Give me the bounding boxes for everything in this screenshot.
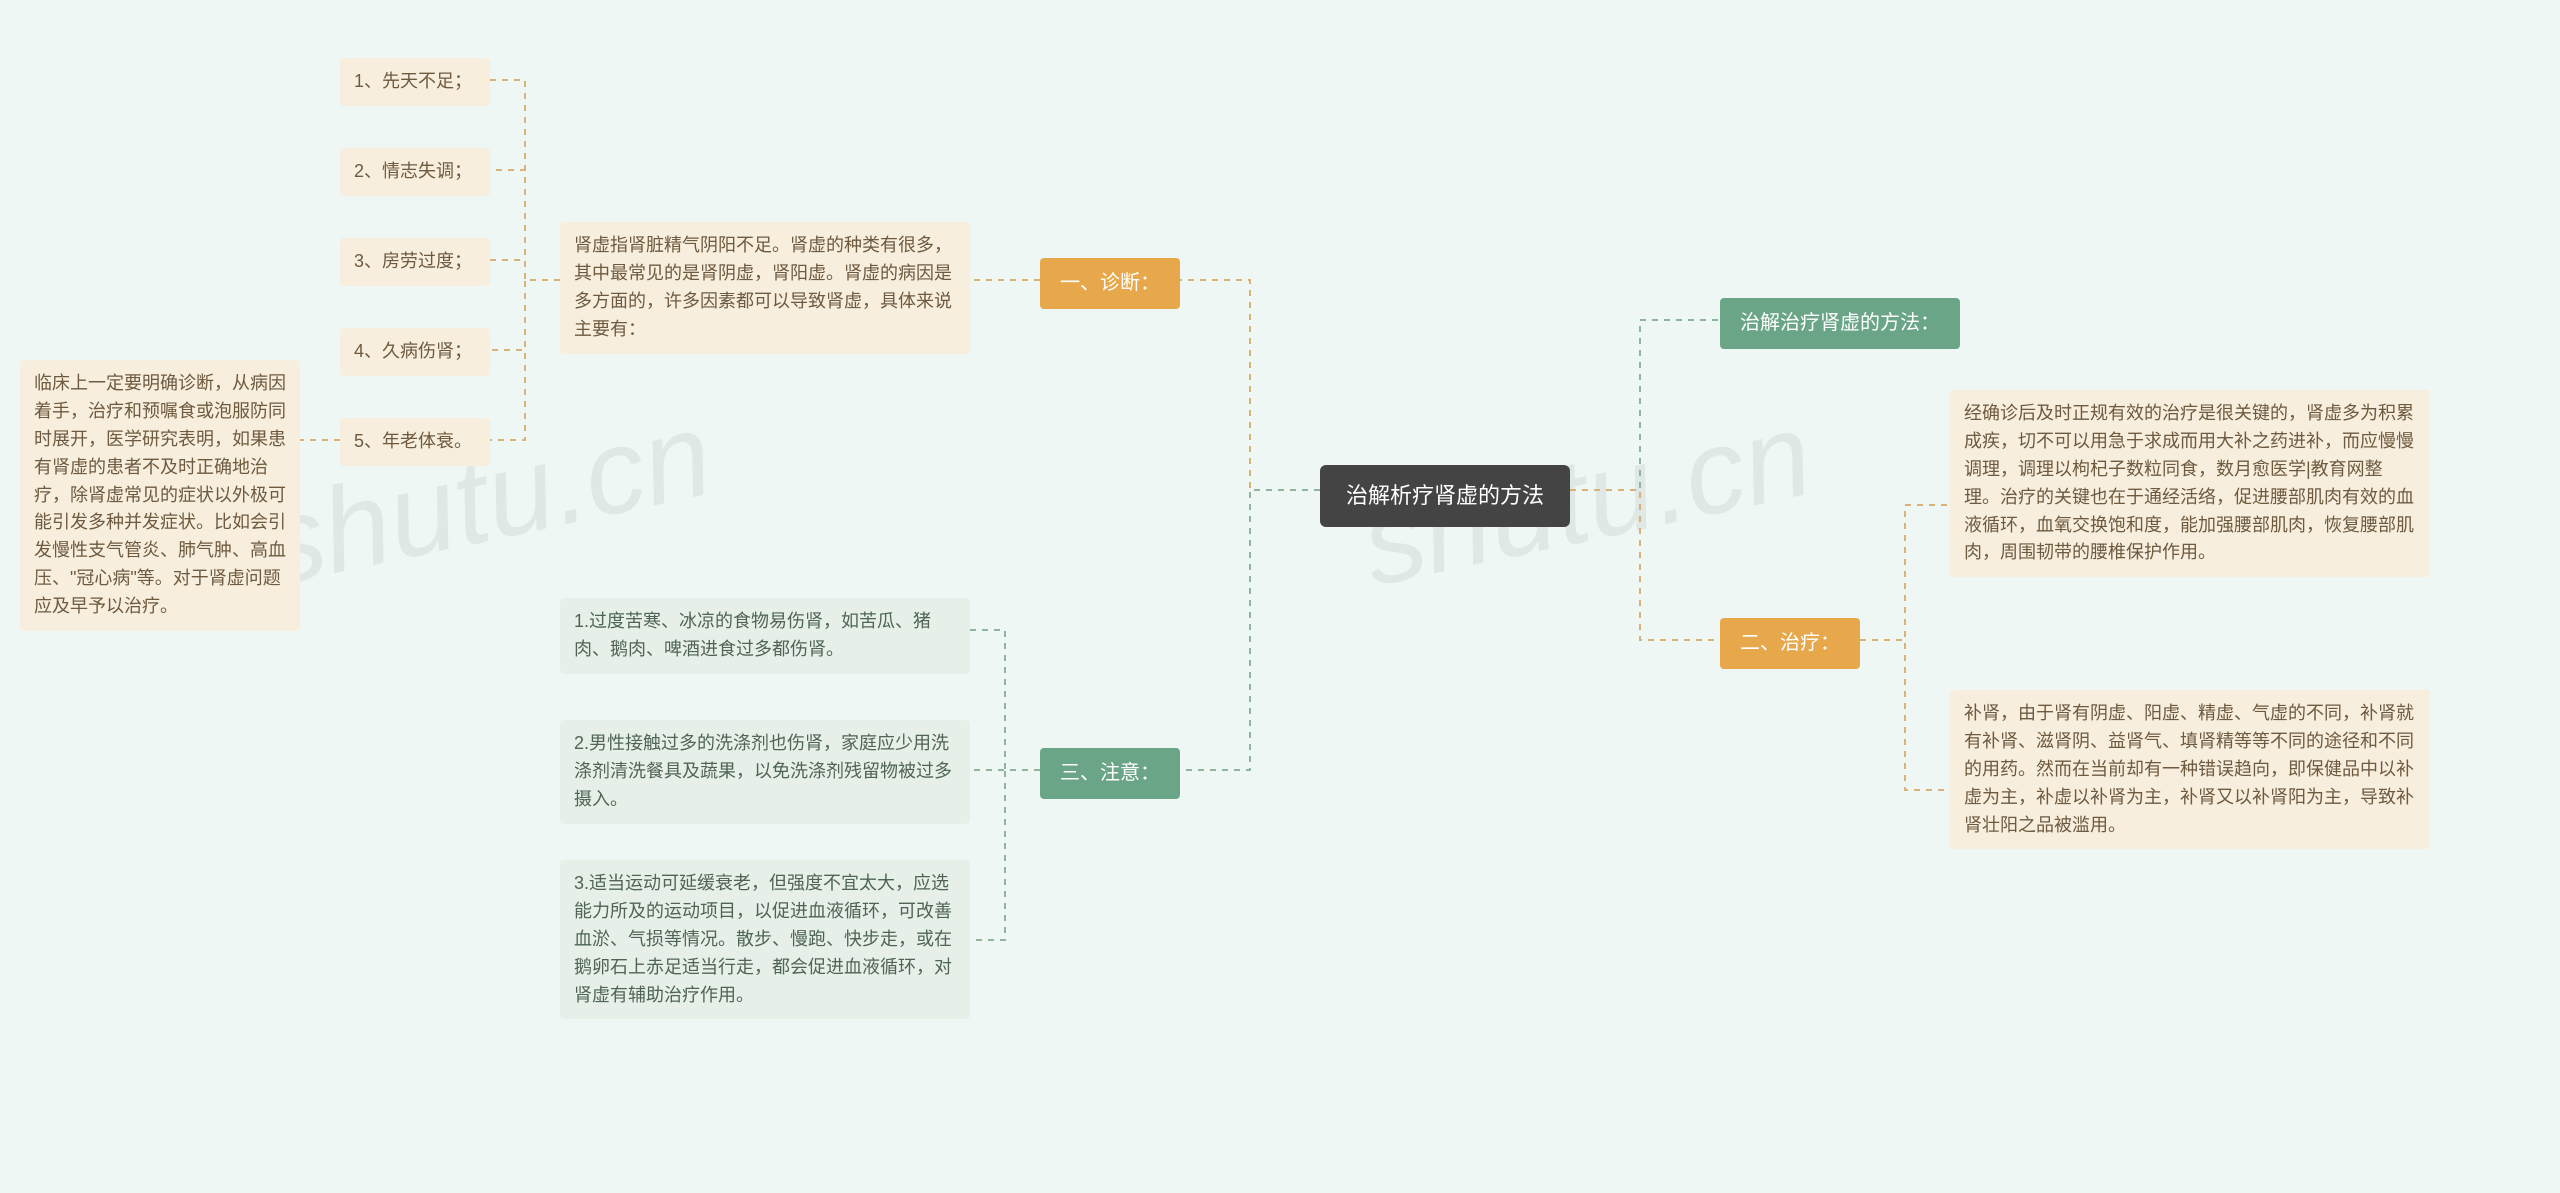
- root-node: 治解析疗肾虚的方法: [1320, 465, 1570, 527]
- attention-item-1: 1.过度苦寒、冰凉的食物易伤肾，如苦瓜、猪肉、鹅肉、啤酒进食过多都伤肾。: [560, 598, 970, 674]
- attention-item-3: 3.适当运动可延缓衰老，但强度不宜太大，应选能力所及的运动项目，以促进血液循环，…: [560, 860, 970, 1019]
- diagnosis-item-3: 3、房劳过度；: [340, 238, 490, 286]
- diagnosis-item-2: 2、情志失调；: [340, 148, 490, 196]
- diagnosis-item-1: 1、先天不足；: [340, 58, 490, 106]
- diagnosis-desc: 肾虚指肾脏精气阴阳不足。肾虚的种类有很多，其中最常见的是肾阴虚，肾阳虚。肾虚的病…: [560, 222, 970, 354]
- branch-attention: 三、注意：: [1040, 748, 1180, 799]
- treatment-note-1: 经确诊后及时正规有效的治疗是很关键的，肾虚多为积累成疾，切不可以用急于求成而用大…: [1950, 390, 2430, 577]
- diagnosis-item-5: 5、年老体衰。: [340, 418, 490, 466]
- diagnosis-item-4: 4、久病伤肾；: [340, 328, 490, 376]
- clinical-note: 临床上一定要明确诊断，从病因着手，治疗和预嘱食或泡服防同时展开，医学研究表明，如…: [20, 360, 300, 631]
- branch-diagnosis: 一、诊断：: [1040, 258, 1180, 309]
- branch-method-title: 治解治疗肾虚的方法：: [1720, 298, 1960, 349]
- attention-item-2: 2.男性接触过多的洗涤剂也伤肾，家庭应少用洗涤剂清洗餐具及蔬果，以免洗涤剂残留物…: [560, 720, 970, 824]
- treatment-note-2: 补肾，由于肾有阴虚、阳虚、精虚、气虚的不同，补肾就有补肾、滋肾阴、益肾气、填肾精…: [1950, 690, 2430, 849]
- branch-treatment: 二、治疗：: [1720, 618, 1860, 669]
